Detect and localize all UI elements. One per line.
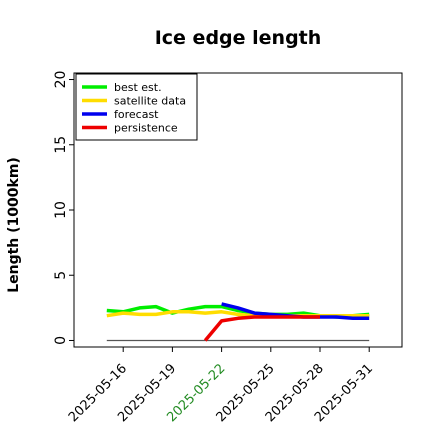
legend-label: persistence — [114, 122, 178, 135]
chart-title: Ice edge length — [155, 27, 322, 49]
y-axis-ticks: 0 5 10 15 20 — [53, 71, 74, 345]
y-tick-label: 10 — [53, 201, 69, 219]
legend-label: best est. — [114, 81, 162, 94]
y-tick-label: 0 — [53, 336, 69, 345]
legend-box — [75, 73, 198, 141]
x-axis-ticks: 2025-05-162025-05-192025-05-222025-05-25… — [66, 347, 376, 425]
series-line-satellite-data — [106, 310, 370, 318]
y-tick-label: 5 — [53, 271, 69, 280]
y-tick-label: 15 — [53, 136, 69, 154]
y-axis-label: Length (1000km) — [6, 157, 22, 293]
series-line-persistence — [203, 315, 320, 342]
y-tick-label: 20 — [53, 71, 69, 89]
legend-label: satellite data — [114, 95, 186, 108]
series-lines — [106, 302, 370, 342]
legend-label: forecast — [114, 108, 159, 121]
legend: best est.satellite dataforecastpersisten… — [75, 73, 198, 141]
